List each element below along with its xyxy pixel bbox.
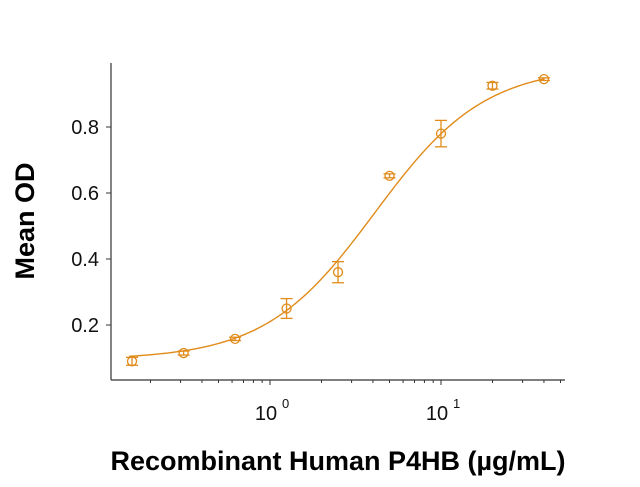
- fit-line: [129, 78, 545, 358]
- y-tick-label: 0.8: [71, 117, 99, 139]
- data-point: [435, 119, 447, 148]
- x-axis-title: Recombinant Human P4HB (µg/mL): [110, 446, 565, 476]
- y-axis-title: Mean OD: [10, 162, 40, 279]
- y-tick-label: 0.2: [71, 315, 99, 337]
- x-tick-exponent: 1: [453, 396, 460, 411]
- data-point: [486, 80, 499, 91]
- data-point: [332, 260, 345, 284]
- axes: 0.2 0.4 0.6 0.8 10 0 10 1: [71, 63, 565, 425]
- data-point: [280, 297, 293, 320]
- data-point: [229, 333, 242, 345]
- data-point: [383, 170, 396, 181]
- x-tick-label: 10: [255, 403, 277, 425]
- data-point: [177, 347, 190, 359]
- data-point: [126, 356, 139, 367]
- data-point: [537, 74, 550, 85]
- y-tick-label: 0.4: [71, 249, 99, 271]
- x-tick-label: 10: [426, 403, 448, 425]
- fit-curve: [129, 78, 545, 358]
- x-tick-exponent: 0: [282, 396, 289, 411]
- y-tick-label: 0.6: [71, 183, 99, 205]
- data-points: [126, 74, 550, 367]
